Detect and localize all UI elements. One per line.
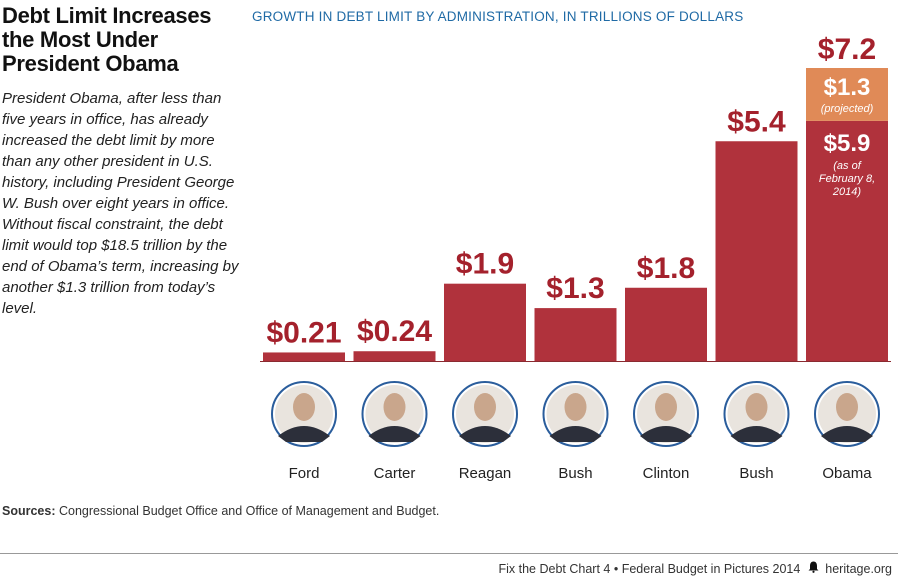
portrait-face: [745, 393, 768, 421]
footer: Fix the Debt Chart 4 • Federal Budget in…: [498, 561, 892, 576]
title-line-2: the Most Under: [2, 27, 158, 52]
category-label: Reagan: [459, 465, 512, 482]
segment-note: 2014): [832, 186, 861, 198]
segment-note: (projected): [821, 103, 874, 115]
portrait-face: [655, 393, 677, 421]
bar: [715, 141, 798, 361]
category-label: Clinton: [643, 465, 690, 482]
footer-separator: •: [613, 562, 619, 576]
bar-value-label: $1.9: [456, 248, 514, 281]
portrait-suit: [640, 426, 692, 442]
bar: [263, 352, 345, 361]
segment-label: $5.9: [824, 130, 871, 157]
bar-value-label: $0.24: [357, 315, 432, 348]
bar-value-label: $1.8: [637, 252, 695, 285]
chart-title: Debt Limit Increases the Most Under Pres…: [2, 4, 242, 76]
bar: [353, 351, 436, 361]
portrait-suit: [549, 426, 602, 442]
footer-site: heritage.org: [825, 562, 892, 576]
portrait-face: [836, 393, 858, 421]
segment-note: (as of: [833, 160, 861, 172]
portrait-suit: [368, 426, 421, 442]
chart-subtitle: GROWTH IN DEBT LIMIT BY ADMINISTRATION, …: [252, 9, 744, 24]
sources-label: Sources:: [2, 504, 56, 518]
title-line-1: Debt Limit Increases: [2, 3, 212, 28]
title-line-3: President Obama: [2, 51, 179, 76]
liberty-bell-icon: [808, 561, 819, 576]
bar-chart: $0.21 Ford $0.24 Carter $1.9 Reagan $1.3 Bush $1…: [260, 33, 891, 482]
bar-value-label: $5.4: [727, 105, 786, 138]
portrait-suit: [730, 426, 783, 442]
bar-value-label: $7.2: [818, 33, 876, 66]
portrait-suit: [821, 426, 873, 442]
portrait-face: [293, 393, 315, 421]
category-label: Bush: [558, 465, 592, 482]
portrait-suit: [278, 426, 330, 442]
portrait-face: [474, 393, 496, 421]
category-label: Bush: [739, 465, 773, 482]
bar-segment-projected: [806, 68, 888, 121]
bar-value-label: $1.3: [546, 272, 604, 305]
portrait-face: [383, 393, 406, 421]
sources-text: Congressional Budget Office and Office o…: [58, 504, 440, 518]
bar: [444, 283, 526, 361]
footer-divider: [0, 553, 898, 554]
segment-label: $1.3: [824, 74, 871, 101]
portrait-suit: [459, 426, 511, 442]
bar-segment-current: [806, 120, 888, 362]
footer-publication: Federal Budget in Pictures 2014: [621, 562, 801, 576]
portrait-face: [564, 393, 587, 421]
bar: [534, 308, 617, 361]
segment-note: February 8,: [819, 173, 875, 185]
footer-chart-name: Fix the Debt Chart 4: [498, 562, 611, 576]
category-label: Obama: [822, 465, 872, 482]
category-label: Ford: [289, 465, 320, 482]
bar-value-label: $0.21: [266, 316, 341, 349]
sources-note: Sources: Congressional Budget Office and…: [2, 504, 439, 518]
bar: [625, 287, 707, 361]
category-label: Carter: [374, 465, 416, 482]
chart-description: President Obama, after less than five ye…: [2, 90, 239, 317]
